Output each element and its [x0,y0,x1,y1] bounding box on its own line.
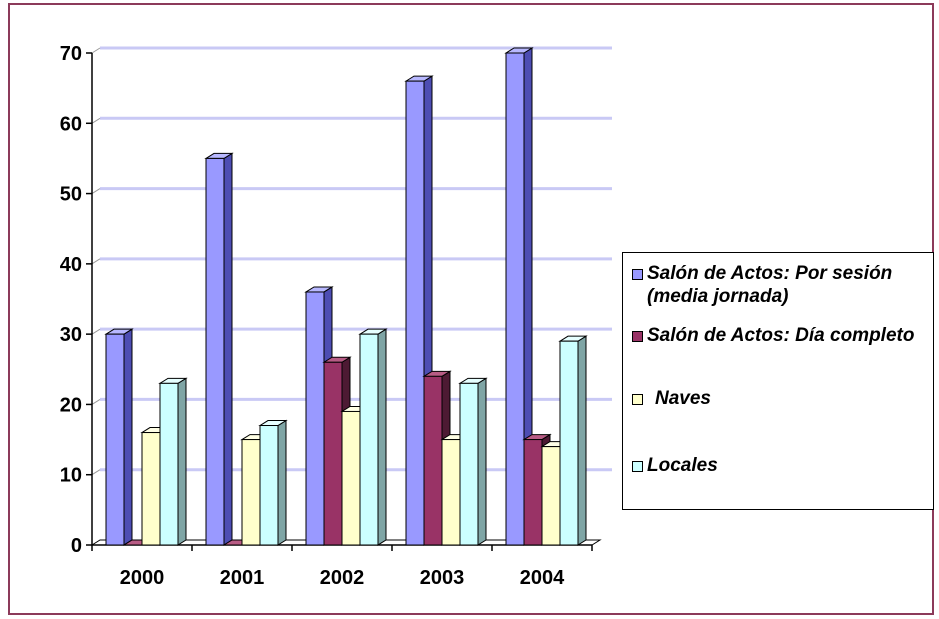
gridline-side-30 [91,328,101,335]
bar-2002-series-3 [358,328,388,546]
gridline-side-50 [91,188,101,194]
x-tick-label-2003: 2003 [420,567,465,589]
bars [104,47,588,546]
gridline-side-20 [91,399,101,405]
legend-swatch-naves [632,394,643,405]
gridline-side-40 [91,258,101,265]
x-tick-label-2004: 2004 [520,567,565,589]
legend-swatch-salon-sesion [632,269,643,280]
x-tick-label-2002: 2002 [320,567,365,589]
tick-labels: 0 10 20 30 40 50 60 70 2000 2001 2002 2003 2004 [60,43,565,589]
gridline-side-10 [91,469,101,476]
y-tick-label-70: 70 [60,43,82,65]
x-tick-label-2000: 2000 [120,567,165,589]
x-tick-label-2001: 2001 [220,567,265,589]
bar-2001-series-3 [258,419,288,546]
bar-2003-series-3 [458,377,488,546]
y-tick-label-0: 0 [71,535,82,557]
bar-2000-series-3 [158,377,188,546]
legend-label-locales: Locales [647,455,718,476]
bar-2001-series-0 [204,152,234,546]
y-tick-label-30: 30 [60,324,82,346]
y-tick-label-10: 10 [60,465,82,487]
legend-swatch-locales [632,461,643,472]
bar-2004-series-0 [504,47,534,546]
legend: Salón de Actos: Por sesión (media jornad… [622,252,934,510]
y-tick-label-40: 40 [60,254,82,276]
legend-swatch-salon-dia [632,331,643,342]
y-tick-label-50: 50 [60,184,82,206]
y-tick-label-60: 60 [60,113,82,135]
gridline-side-70 [91,47,101,54]
y-tick-label-20: 20 [60,394,82,416]
gridline-side-60 [91,117,101,124]
legend-label-naves: Naves [655,388,711,409]
legend-label-salon-dia: Salón de Actos: Día completo [647,325,915,346]
bar-2004-series-3 [558,335,588,546]
bar-2000-series-0 [104,328,134,546]
legend-label-salon-sesion: Salón de Actos: Por sesión (media jornad… [647,263,893,307]
